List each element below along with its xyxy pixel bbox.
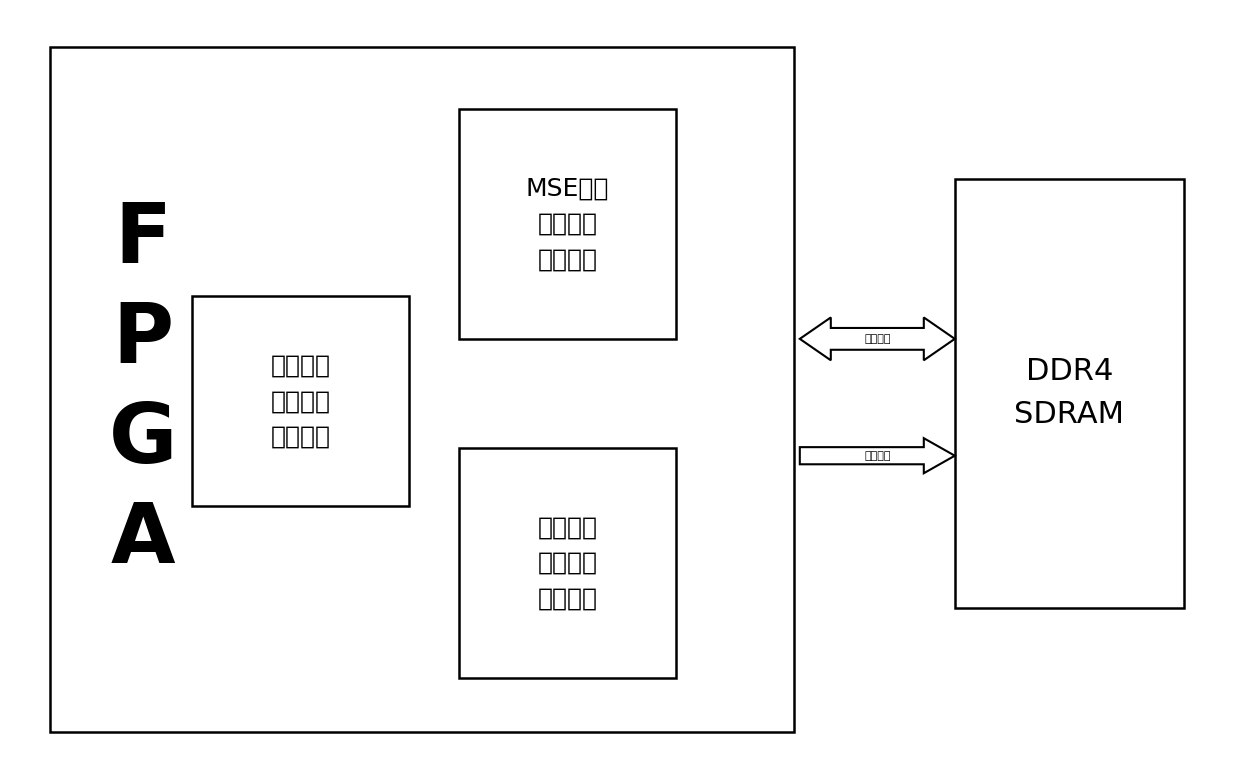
Polygon shape [800,318,955,360]
Bar [192,296,409,506]
Text: 地址总线: 地址总线 [864,451,890,460]
Text: MSE算法
计算校正
矩阵模块: MSE算法 计算校正 矩阵模块 [526,177,609,271]
Text: F
P
G
A: F P G A [108,199,177,580]
Text: 数据总线: 数据总线 [864,334,890,344]
Bar [955,179,1184,608]
Text: 子空间法
计算校正
矩阵模块: 子空间法 计算校正 矩阵模块 [537,516,598,610]
Polygon shape [800,438,955,474]
Bar [459,109,676,339]
Bar [459,448,676,678]
Text: DDR4
SDRAM: DDR4 SDRAM [1014,358,1125,429]
Bar [50,47,794,732]
Text: 测角并求
角度最小
方差模块: 测角并求 角度最小 方差模块 [270,354,331,449]
